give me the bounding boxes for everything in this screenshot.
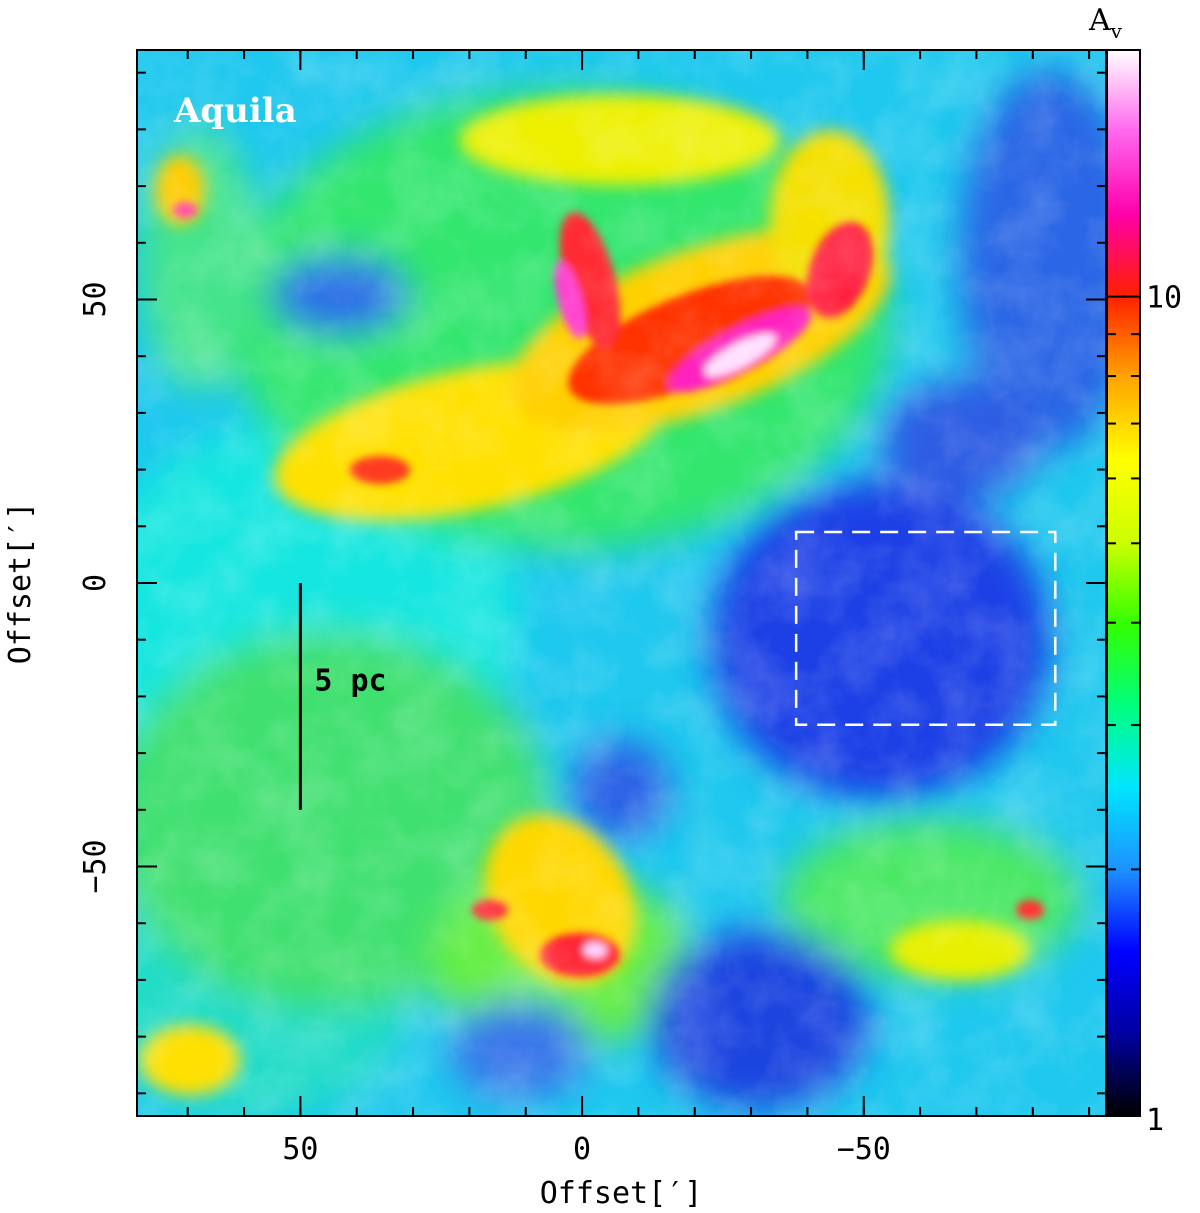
y-tick-label: −50 [78,839,113,893]
extinction-map [137,50,1106,1116]
colorbar-tick-label: 10 [1146,281,1182,316]
colorbar-title: Av [1088,3,1123,43]
x-tick-label: −50 [837,1132,891,1167]
region-box [794,530,1057,727]
colorbar-title-sub: v [1110,19,1123,43]
x-tick-label: 0 [573,1132,591,1167]
x-tick-label: 50 [282,1132,318,1167]
y-tick-label: 0 [78,574,113,592]
y-axis-title: Offset[′] [3,502,38,665]
colorbar: 10 1 Av [1088,3,1182,1138]
panel-label: Aquila [173,91,297,131]
y-tick-label: 50 [78,281,113,317]
x-axis-title: Offset[′] [540,1176,703,1211]
colorbar-title-main: A [1088,3,1111,38]
colorbar-tick-label: 1 [1146,1103,1164,1138]
colorbar-ticks: 10 1 [1107,281,1182,1138]
colorbar-ramp [1106,49,1141,1117]
scale-bar-label: 5 pc [314,663,386,698]
